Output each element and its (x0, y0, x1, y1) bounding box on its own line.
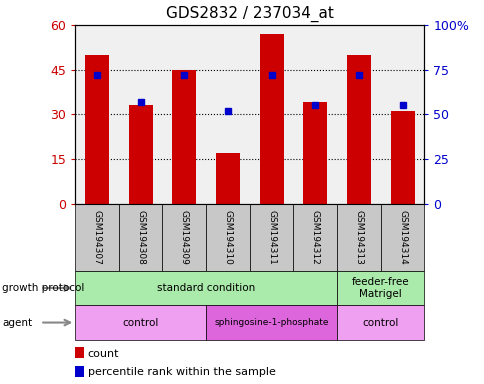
Bar (249, 204, 293, 271)
Title: GDS2832 / 237034_at: GDS2832 / 237034_at (166, 6, 333, 22)
Bar (172, 70, 196, 204)
Bar (380, 204, 424, 271)
Text: GSM194309: GSM194309 (180, 210, 188, 265)
Text: GSM194310: GSM194310 (223, 210, 232, 265)
Text: GSM194314: GSM194314 (397, 210, 406, 265)
Bar (75, 366, 83, 376)
Bar (259, 34, 283, 204)
Bar (85, 55, 109, 204)
Bar (390, 111, 414, 204)
Bar (215, 153, 240, 204)
Bar (206, 305, 336, 340)
Bar (128, 105, 152, 204)
Text: growth protocol: growth protocol (2, 283, 85, 293)
Bar (75, 305, 206, 340)
Text: sphingosine-1-phosphate: sphingosine-1-phosphate (214, 318, 328, 327)
Text: feeder-free
Matrigel: feeder-free Matrigel (351, 277, 408, 299)
Text: agent: agent (2, 318, 32, 328)
Bar (346, 55, 370, 204)
Text: standard condition: standard condition (157, 283, 255, 293)
Bar (75, 204, 119, 271)
Text: percentile rank within the sample: percentile rank within the sample (88, 367, 275, 377)
Bar (75, 347, 83, 358)
Text: control: control (362, 318, 398, 328)
Text: count: count (88, 349, 119, 359)
Bar (162, 204, 206, 271)
Bar (206, 204, 249, 271)
Text: GSM194311: GSM194311 (267, 210, 275, 265)
Bar (336, 204, 380, 271)
Bar (75, 271, 336, 305)
Text: GSM194313: GSM194313 (354, 210, 363, 265)
Bar (302, 103, 327, 204)
Text: GSM194312: GSM194312 (310, 210, 319, 265)
Text: GSM194308: GSM194308 (136, 210, 145, 265)
Text: control: control (122, 318, 158, 328)
Bar (293, 204, 336, 271)
Bar (336, 305, 424, 340)
Text: GSM194307: GSM194307 (92, 210, 101, 265)
Bar (119, 204, 162, 271)
Bar (336, 271, 424, 305)
